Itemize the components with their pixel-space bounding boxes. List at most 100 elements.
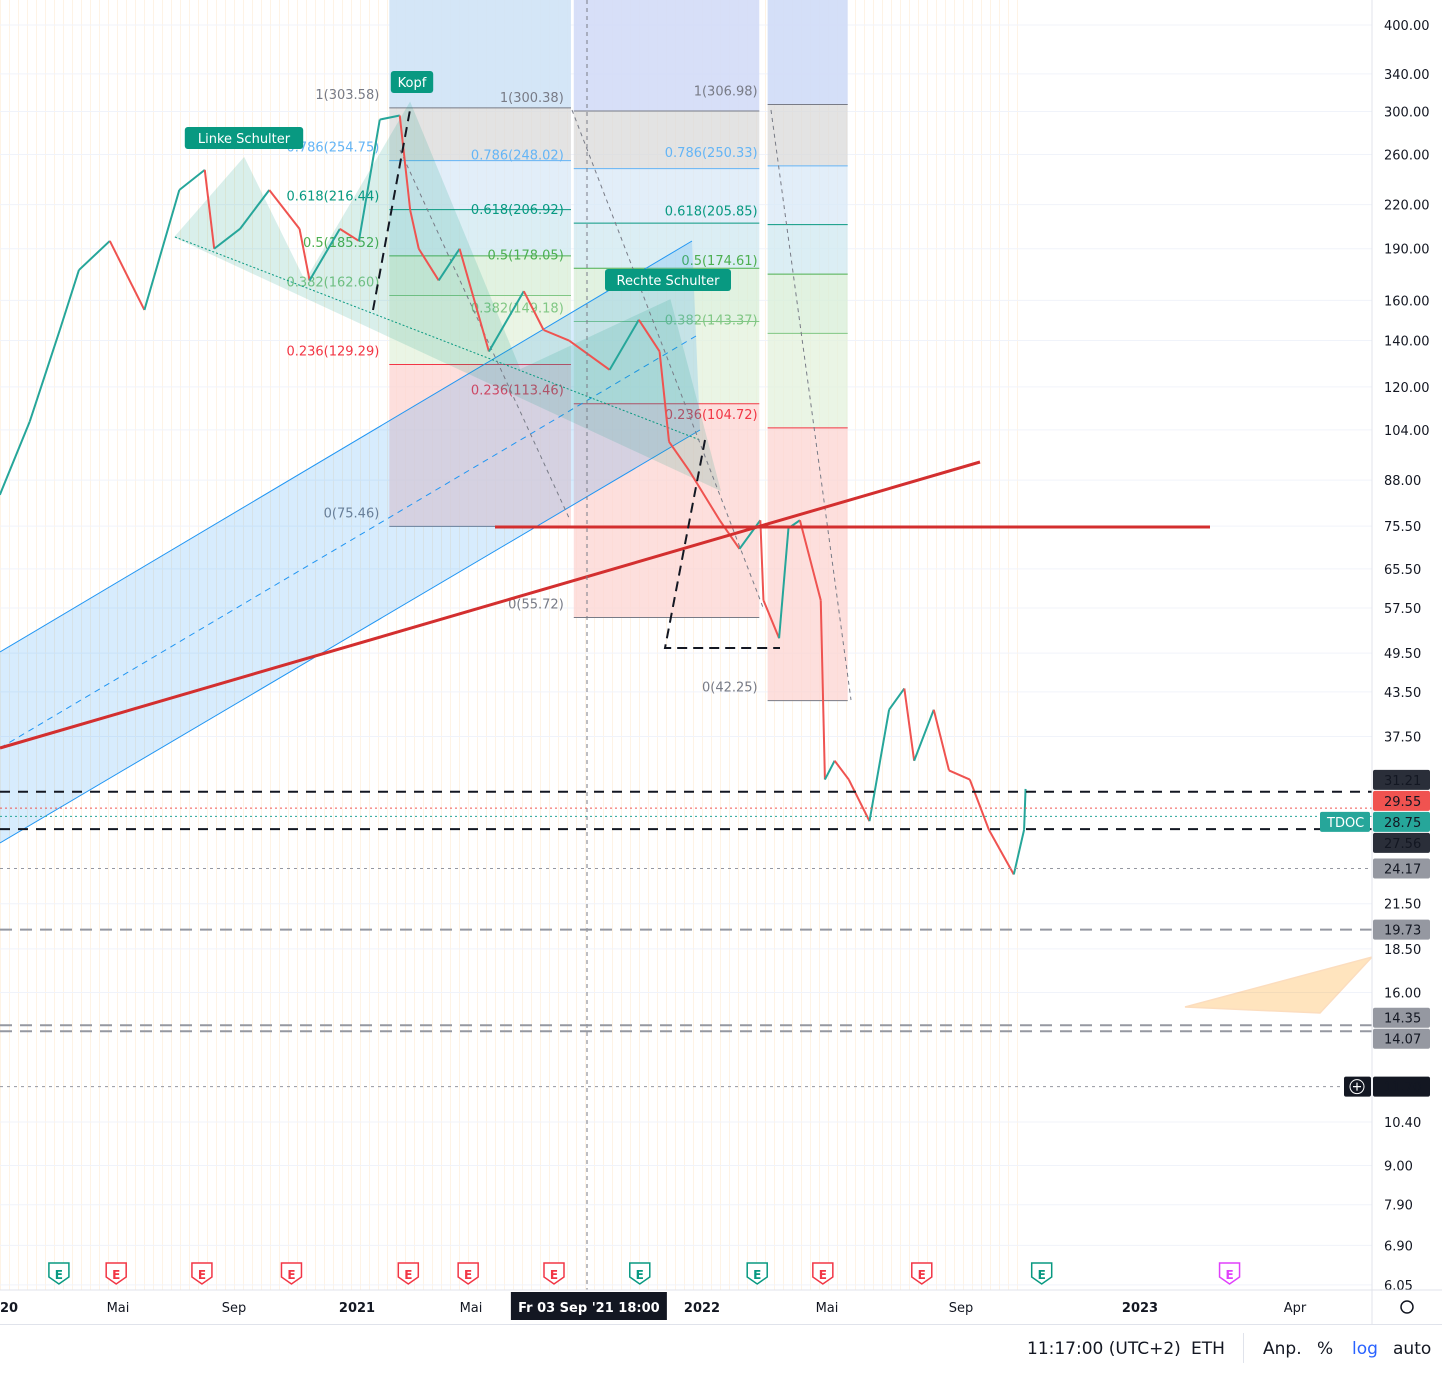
earnings-glyph: E — [753, 1268, 761, 1282]
y-tick-label: 300.00 — [1384, 105, 1430, 120]
price-segment — [888, 687, 906, 711]
y-tick-label: 340.00 — [1384, 68, 1430, 83]
price-segment — [687, 469, 721, 521]
log-button[interactable]: log — [1352, 1339, 1378, 1359]
y-tick-label: 104.00 — [1384, 424, 1430, 439]
price-label-box — [1373, 858, 1430, 879]
x-tick-label: 2022 — [684, 1301, 720, 1316]
earnings-icon[interactable] — [48, 1262, 70, 1285]
price-segment — [847, 779, 871, 822]
earnings-glyph: E — [550, 1268, 558, 1282]
earnings-icon[interactable] — [1218, 1262, 1241, 1285]
earnings-icon[interactable] — [280, 1262, 303, 1285]
earnings-icon[interactable] — [191, 1262, 213, 1285]
price-segment — [143, 189, 181, 311]
bottom-toolbar: 11:17:00 (UTC+2) ETH Anp. % log auto — [0, 1324, 1442, 1374]
y-tick-label: 75.50 — [1384, 520, 1421, 535]
earnings-icon[interactable] — [397, 1262, 420, 1285]
earnings-icon[interactable] — [457, 1262, 479, 1285]
fib-level-label: 0(42.25) — [702, 681, 758, 696]
earnings-glyph: E — [1038, 1268, 1046, 1282]
fib-level-label: 0.236(113.46) — [471, 384, 564, 399]
pattern-label-box — [605, 269, 731, 291]
price-segment — [437, 248, 461, 281]
price-segment — [833, 760, 850, 781]
fib-level-label: 0.618(216.44) — [286, 190, 379, 205]
earnings-glyph: E — [464, 1268, 472, 1282]
y-tick-label: 88.00 — [1384, 474, 1421, 489]
earnings-glyph: E — [636, 1268, 644, 1282]
earnings-glyph: E — [1225, 1268, 1233, 1282]
price-segment — [543, 329, 570, 342]
price-label-box — [1373, 832, 1430, 853]
earnings-icon[interactable] — [746, 1262, 768, 1285]
y-tick-label: 160.00 — [1384, 294, 1430, 309]
earnings-icon[interactable] — [812, 1262, 834, 1285]
fib-zone — [573, 321, 760, 404]
gear-icon[interactable] — [1400, 1300, 1414, 1314]
session-button[interactable]: ETH — [1191, 1339, 1225, 1359]
fib-zone — [767, 104, 848, 166]
adjust-button[interactable]: Anp. — [1263, 1339, 1302, 1359]
channel-lower-line — [0, 429, 701, 844]
auto-button[interactable]: auto — [1393, 1339, 1432, 1359]
x-tick-label: Apr — [1284, 1301, 1307, 1316]
percent-button[interactable]: % — [1317, 1339, 1334, 1359]
price-segment — [379, 114, 400, 121]
earnings-glyph: E — [819, 1268, 827, 1282]
price-segment — [738, 519, 762, 550]
abc-line — [372, 109, 411, 311]
price-segment — [798, 520, 822, 601]
y-tick-label: 10.40 — [1384, 1116, 1421, 1131]
price-axis[interactable] — [1372, 0, 1442, 1324]
earnings-icon[interactable] — [543, 1262, 565, 1285]
price-label: 29.55 — [1384, 795, 1421, 810]
y-tick-label: 260.00 — [1384, 148, 1430, 163]
fib-level-label: 0.786(250.33) — [665, 146, 758, 161]
timezone-clock[interactable]: 11:17:00 (UTC+2) — [1027, 1339, 1181, 1359]
price-segment — [819, 600, 826, 780]
fib-level-label: 0.618(206.92) — [471, 203, 564, 218]
triangle-drawing — [1184, 955, 1375, 1014]
abc-line — [663, 439, 780, 649]
y-tick-label: 49.50 — [1384, 647, 1421, 662]
price-segment — [58, 269, 80, 331]
price-chart[interactable]: 1(303.58) 0.786(254.75) 0.618(216.44) 0.5(1… — [0, 0, 1442, 1324]
plus-icon — [1353, 1082, 1361, 1091]
divider — [1243, 1333, 1244, 1363]
earnings-icon[interactable] — [105, 1262, 127, 1285]
fib-zone — [389, 107, 571, 161]
price-segment — [668, 441, 690, 471]
fib-level-label: 0.5(174.61) — [681, 254, 757, 269]
fib-level-label: 1(300.38) — [500, 91, 564, 106]
price-segment — [108, 240, 146, 311]
price-segment — [1012, 829, 1026, 875]
earnings-glyph: E — [404, 1268, 412, 1282]
fib-level-label: 0.382(149.18) — [471, 301, 564, 316]
price-segment — [903, 688, 916, 761]
price-segment — [458, 248, 490, 352]
price-segment — [608, 319, 640, 371]
fib-range-highlight — [573, 0, 760, 112]
projection-line — [770, 109, 852, 701]
pattern-label-box — [390, 71, 434, 93]
price-label: 14.07 — [1384, 1033, 1421, 1048]
pattern-label: Rechte Schulter — [617, 274, 721, 289]
price-label-box — [1373, 1028, 1430, 1049]
earnings-icon[interactable] — [911, 1262, 933, 1285]
price-label-box — [1373, 769, 1430, 790]
earnings-icon[interactable] — [1030, 1262, 1053, 1285]
y-tick-label: 6.05 — [1384, 1279, 1413, 1294]
price-segment — [409, 209, 420, 249]
head-shoulders-pattern — [173, 101, 721, 492]
x-tick-label: 2023 — [1122, 1301, 1158, 1316]
price-segment — [417, 248, 440, 281]
earnings-glyph: E — [55, 1268, 63, 1282]
price-label-box — [1373, 1007, 1430, 1028]
earnings-glyph: E — [112, 1268, 120, 1282]
y-tick-label: 9.00 — [1384, 1160, 1413, 1175]
earnings-icon[interactable] — [629, 1262, 651, 1285]
price-segment — [988, 829, 1015, 875]
price-segment — [778, 528, 790, 639]
parallel-channel — [0, 241, 700, 843]
